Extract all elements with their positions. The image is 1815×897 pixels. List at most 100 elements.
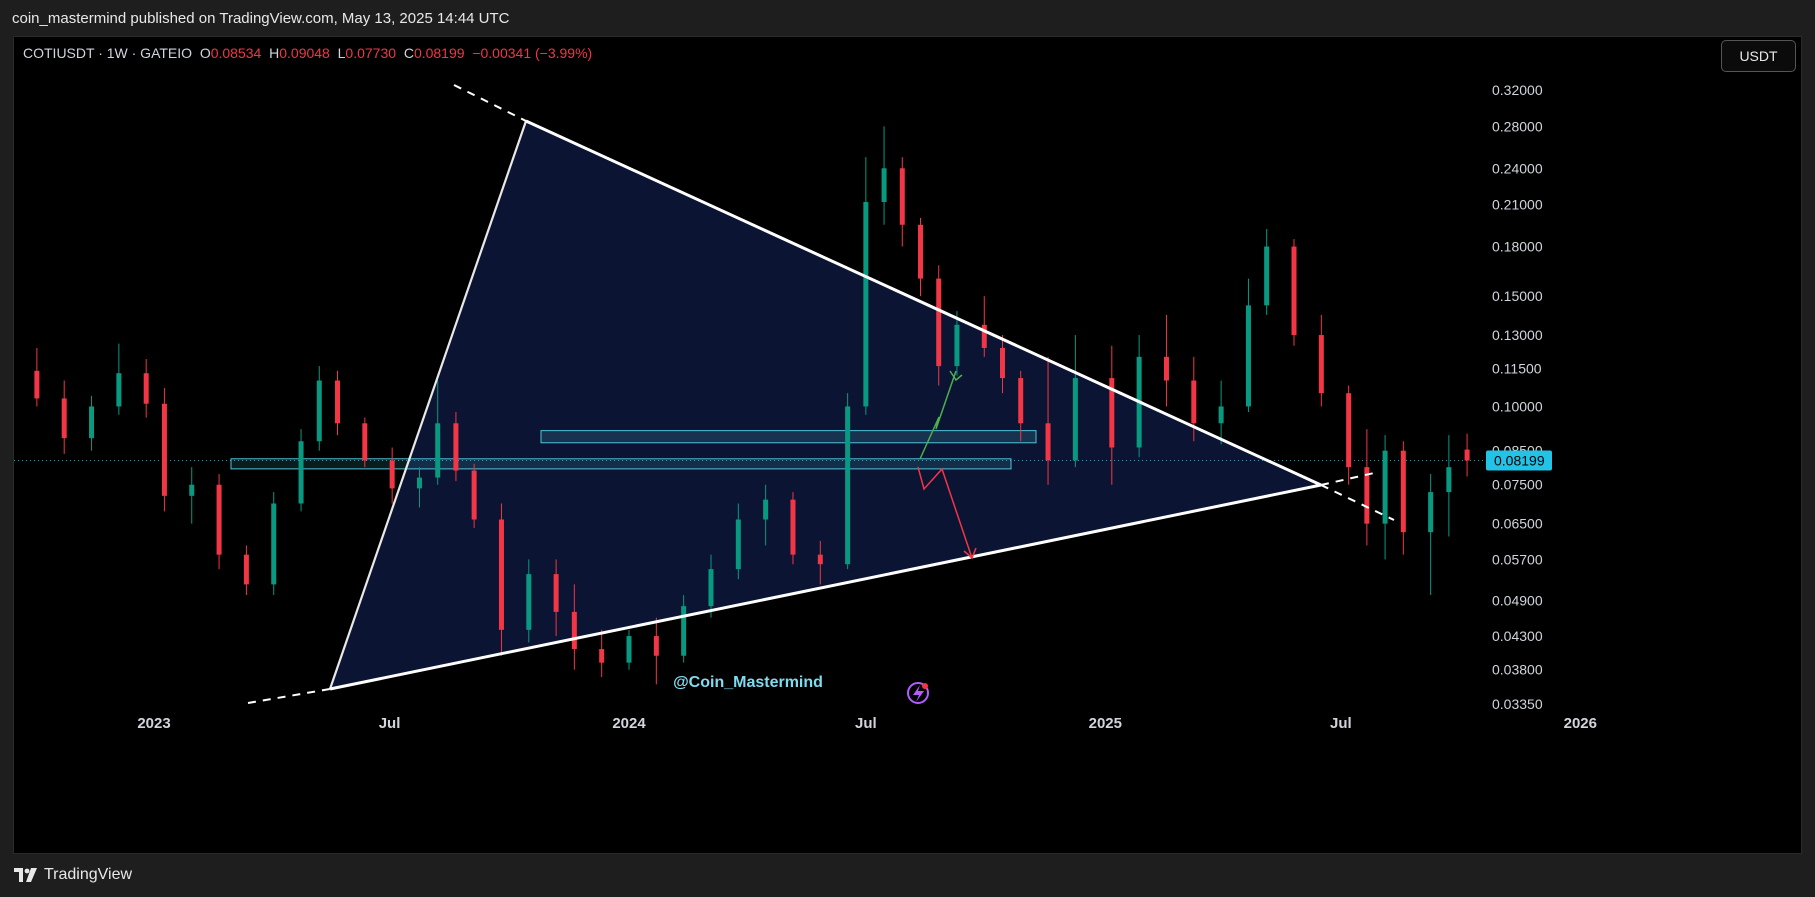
price-tick-label: 0.03350 — [1492, 696, 1543, 712]
candle-body — [34, 370, 40, 399]
time-tick-label: 2025 — [1089, 715, 1122, 732]
lightning-bolt-icon — [913, 685, 924, 702]
candle-body — [653, 636, 659, 656]
footer-bar: TradingView — [0, 856, 1815, 897]
candle-body — [1045, 423, 1051, 461]
candle-body — [389, 460, 395, 489]
candle-body — [298, 441, 304, 504]
low-value: 0.07730 — [345, 45, 397, 61]
support-zone[interactable] — [230, 458, 1012, 470]
descending-trendline-ext-right — [1320, 484, 1395, 521]
triangle-left-edge — [328, 120, 528, 690]
candle-body — [216, 484, 222, 555]
candle-body — [362, 423, 368, 461]
candle-body — [708, 569, 714, 607]
candle-body — [1346, 393, 1352, 468]
candle-body — [1318, 335, 1324, 394]
descending-trendline[interactable] — [525, 119, 1322, 487]
candle-body — [899, 168, 905, 225]
resistance-zone[interactable] — [540, 430, 1037, 444]
candle-body — [316, 380, 322, 442]
candle-body — [1018, 378, 1024, 424]
candle-body — [498, 519, 504, 630]
price-tick-label: 0.07500 — [1492, 477, 1543, 493]
candle-body — [271, 503, 277, 585]
candle-body — [61, 398, 67, 439]
candle-body — [1163, 356, 1169, 381]
price-tick-label: 0.15000 — [1492, 288, 1543, 304]
candle-body — [1218, 406, 1224, 424]
candle-body — [790, 499, 796, 555]
ascending-trendline[interactable] — [329, 483, 1322, 691]
candle-body — [1400, 450, 1406, 533]
close-label: C — [403, 45, 414, 61]
candle-body — [1072, 378, 1078, 461]
candle-body — [243, 554, 249, 585]
price-tick-label: 0.24000 — [1492, 160, 1543, 176]
high-value: 0.09048 — [279, 45, 330, 61]
price-tick-label: 0.21000 — [1492, 197, 1543, 213]
candle-body — [334, 380, 340, 424]
open-value: 0.08534 — [210, 45, 262, 61]
currency-button[interactable]: USDT — [1721, 40, 1796, 72]
price-tick-label: 0.11500 — [1492, 360, 1542, 376]
tradingview-logo-icon — [14, 868, 37, 882]
open-label: O — [199, 45, 211, 61]
time-tick-label: 2026 — [1564, 715, 1597, 732]
last-price-badge-label: 0.08199 — [1494, 452, 1545, 468]
symbol-label[interactable]: COTIUSDT · 1W · GATEIO — [23, 45, 193, 61]
price-tick-label: 0.05700 — [1492, 551, 1543, 567]
bearish-projection-arrow — [917, 466, 973, 559]
candle-body — [471, 470, 477, 520]
change-value: −0.00341 (−3.99%) — [472, 45, 593, 61]
candle-body — [1191, 380, 1197, 424]
candle-body — [143, 373, 149, 404]
candle-body — [681, 606, 687, 656]
candle-body — [1428, 492, 1434, 533]
candle-body — [116, 373, 122, 407]
candle-body — [161, 403, 167, 496]
candle-body — [1446, 467, 1452, 493]
close-value: 0.08199 — [413, 45, 465, 61]
candle-body — [954, 324, 960, 367]
descending-trendline-ext-left — [453, 84, 527, 122]
low-label: L — [337, 45, 346, 61]
candle-body — [599, 649, 605, 663]
candle-body — [1291, 246, 1297, 336]
lightning-icon[interactable] — [907, 682, 929, 704]
price-tick-label: 0.06500 — [1492, 516, 1543, 532]
time-tick-label: Jul — [855, 715, 877, 732]
candle-body — [1464, 449, 1470, 461]
candle-body — [735, 519, 741, 570]
ohlc-legend: COTIUSDT · 1W · GATEIO O0.08534 H0.09048… — [23, 45, 592, 61]
candle-body — [999, 347, 1005, 379]
price-chart[interactable]: 0.32000 0.28000 0.24000 0.21000 0.18000 0.150… — [14, 37, 1801, 853]
candle-body — [881, 168, 887, 203]
candle-body — [416, 477, 422, 489]
candle-body — [89, 406, 95, 439]
high-label: H — [269, 45, 280, 61]
candle-body — [1109, 378, 1115, 448]
time-tick-label: 2024 — [612, 715, 646, 732]
tradingview-logo[interactable]: TradingView — [14, 866, 132, 884]
candle-body — [1364, 467, 1370, 524]
price-tick-label: 0.04300 — [1492, 628, 1543, 644]
price-tick-label: 0.32000 — [1492, 82, 1543, 98]
candle-body — [817, 554, 823, 565]
time-tick-label: Jul — [379, 715, 401, 732]
candle-body — [1264, 246, 1270, 306]
notification-dot-icon — [922, 683, 928, 689]
candle-body — [626, 636, 632, 663]
candle-body — [1382, 450, 1388, 524]
candle-body — [918, 224, 924, 279]
price-tick-label: 0.18000 — [1492, 239, 1543, 255]
bullish-projection-arrow — [919, 370, 957, 460]
candle-body — [553, 574, 559, 612]
publish-info: coin_mastermind published on TradingView… — [12, 10, 510, 27]
bearish-arrow-head — [963, 547, 977, 560]
ascending-trendline-ext-left — [247, 688, 331, 704]
last-price-badge — [1486, 450, 1552, 471]
candle-body — [189, 484, 195, 496]
chart-area[interactable]: 0.32000 0.28000 0.24000 0.21000 0.18000 0.150… — [13, 36, 1802, 854]
time-tick-label: Jul — [1330, 715, 1352, 732]
